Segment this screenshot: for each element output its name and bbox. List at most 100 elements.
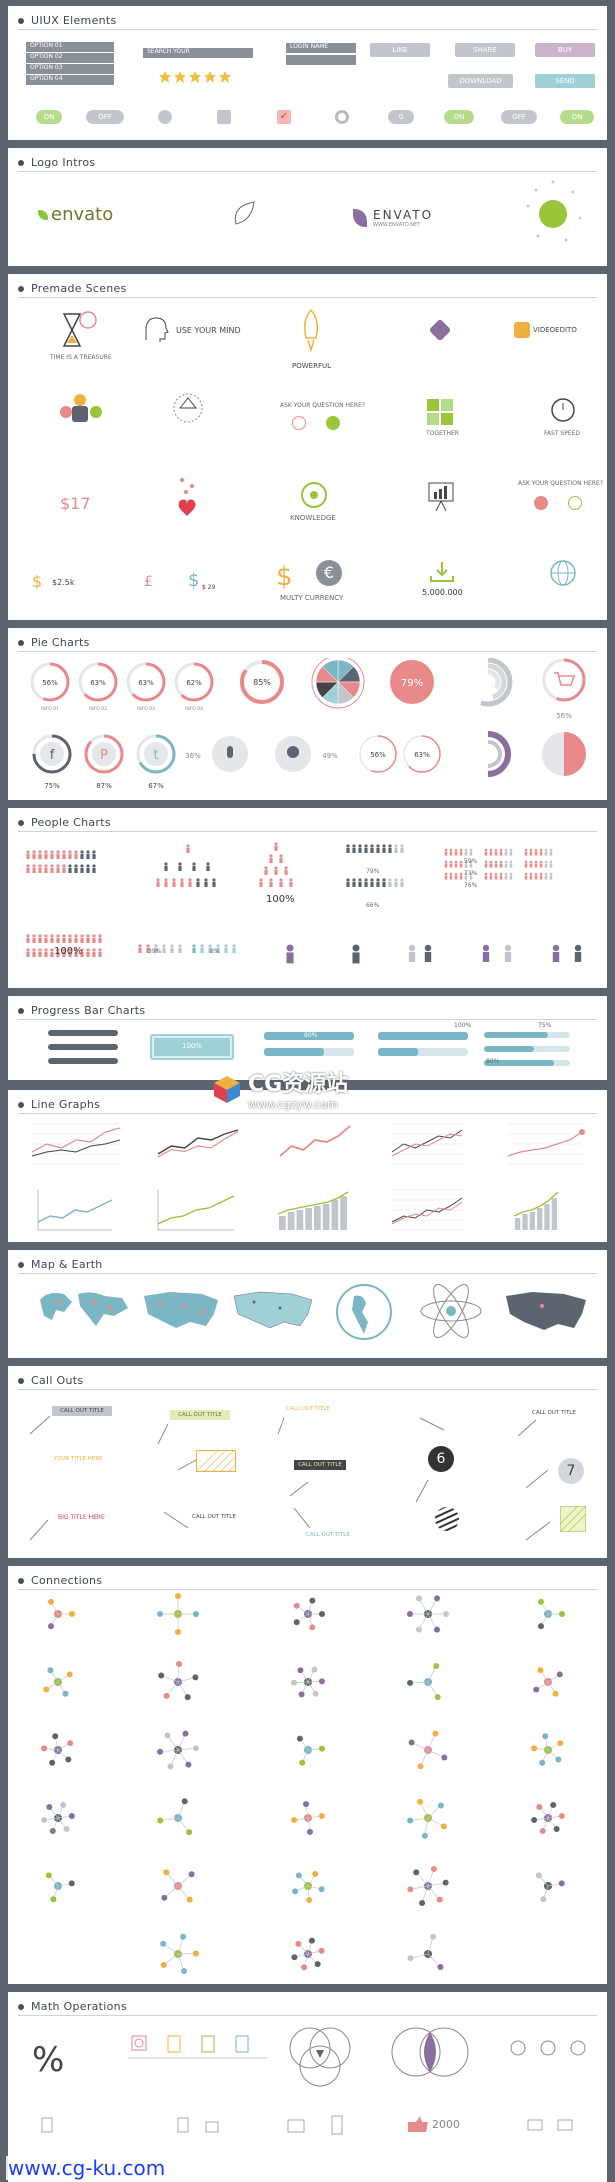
person-icon bbox=[68, 948, 72, 952]
share-button[interactable]: SHARE bbox=[455, 43, 515, 57]
progress-track bbox=[48, 1058, 118, 1064]
like-button[interactable]: LIKE bbox=[370, 43, 430, 57]
toggle-on[interactable]: ON bbox=[560, 110, 594, 124]
callouts-panel: Call Outs CALL OUT TITLE CALL OUT TITLE … bbox=[8, 1366, 607, 1558]
node bbox=[41, 1745, 48, 1752]
person-icon bbox=[56, 854, 60, 859]
no-icon[interactable] bbox=[534, 496, 548, 510]
person-icon bbox=[489, 863, 493, 868]
line-series bbox=[31, 1139, 121, 1157]
node-link bbox=[160, 1749, 179, 1753]
person-icon bbox=[444, 872, 448, 876]
person-icon bbox=[376, 844, 380, 848]
battery-chart: 100% bbox=[150, 1034, 234, 1060]
person-icon bbox=[162, 948, 166, 953]
person-icon bbox=[352, 848, 356, 853]
person-icon bbox=[92, 952, 96, 957]
person-icon bbox=[26, 952, 30, 957]
hourglass-icon bbox=[62, 311, 97, 347]
person-icon bbox=[524, 860, 528, 864]
person-icon bbox=[32, 948, 36, 952]
social-ring bbox=[84, 734, 124, 774]
person-icon bbox=[44, 864, 48, 868]
pie-label: 85% bbox=[253, 678, 271, 687]
node bbox=[312, 1690, 319, 1697]
toggle-off[interactable]: OFF bbox=[86, 110, 124, 124]
person-icon bbox=[346, 848, 350, 853]
node bbox=[192, 1674, 199, 1681]
toggle-on[interactable]: ON bbox=[444, 110, 474, 124]
person-icon bbox=[370, 878, 374, 882]
checkbox-checked-icon[interactable]: ✓ bbox=[277, 110, 291, 124]
node bbox=[421, 1832, 428, 1839]
checkbox[interactable] bbox=[217, 110, 231, 124]
striped-circle-icon bbox=[435, 1507, 459, 1531]
gear-badge-icon bbox=[430, 320, 450, 340]
section-header: Map & Earth bbox=[18, 1256, 597, 1274]
buy-button[interactable]: BUY bbox=[535, 43, 595, 57]
send-button[interactable]: SEND bbox=[535, 74, 595, 88]
person-icon bbox=[394, 878, 398, 882]
download-button[interactable]: DOWNLOAD bbox=[448, 74, 513, 88]
person-icon bbox=[509, 851, 513, 856]
stepper-toggle[interactable]: 0 bbox=[388, 110, 414, 124]
mind-caption: USE YOUR MIND bbox=[176, 326, 241, 335]
person-icon bbox=[208, 948, 212, 953]
person-icon bbox=[388, 848, 392, 853]
person-icon bbox=[192, 862, 196, 866]
person-icon bbox=[549, 875, 553, 880]
person-icon bbox=[26, 934, 30, 938]
mic-icon bbox=[227, 746, 233, 758]
person-icon bbox=[424, 944, 432, 952]
password-input[interactable] bbox=[286, 55, 356, 65]
person-icon bbox=[544, 860, 548, 864]
person-icon bbox=[92, 854, 96, 859]
person-icon bbox=[206, 866, 210, 871]
node bbox=[318, 1745, 325, 1752]
social-ring bbox=[32, 734, 72, 774]
toggle-off[interactable]: OFF bbox=[501, 110, 537, 124]
pie-ring-thin bbox=[359, 735, 397, 773]
option-item[interactable]: OPTION 02 bbox=[26, 53, 114, 63]
person-icon bbox=[188, 882, 192, 887]
toggle-on[interactable]: ON bbox=[36, 110, 62, 124]
node bbox=[555, 1756, 562, 1763]
radio-icon[interactable] bbox=[158, 110, 172, 124]
node bbox=[538, 1623, 544, 1630]
option-item[interactable]: OPTION 04 bbox=[26, 75, 114, 85]
person-icon bbox=[56, 868, 60, 873]
star-icon bbox=[174, 71, 186, 83]
yes-icon[interactable] bbox=[568, 496, 582, 510]
node bbox=[306, 1828, 313, 1835]
person-icon bbox=[98, 948, 102, 952]
no-icon[interactable] bbox=[292, 416, 306, 430]
particle-logo-icon bbox=[526, 180, 582, 242]
node bbox=[552, 1690, 559, 1697]
node-link bbox=[420, 1749, 429, 1767]
usa-map-icon bbox=[144, 1292, 218, 1328]
person-icon bbox=[178, 948, 182, 953]
person-icon bbox=[274, 870, 278, 875]
person-icon bbox=[274, 846, 278, 851]
person-icon bbox=[186, 844, 190, 848]
person-icon bbox=[32, 864, 36, 868]
node bbox=[68, 1880, 75, 1887]
radio-selected-icon[interactable] bbox=[335, 110, 349, 124]
node bbox=[188, 1871, 195, 1878]
node bbox=[41, 1816, 48, 1823]
option-item[interactable]: OPTION 01 bbox=[26, 42, 114, 52]
search-input[interactable]: SEARCH YOUR bbox=[143, 48, 253, 58]
head-brain-icon bbox=[145, 317, 169, 342]
progress-bar bbox=[484, 1060, 570, 1066]
yes-icon[interactable] bbox=[326, 416, 340, 430]
bar bbox=[296, 1210, 304, 1230]
login-input[interactable]: LOGIN NAME bbox=[286, 43, 356, 53]
node bbox=[433, 1663, 440, 1670]
person-icon bbox=[192, 866, 196, 871]
node bbox=[319, 1611, 325, 1617]
option-item[interactable]: OPTION 03 bbox=[26, 64, 114, 74]
person-icon bbox=[62, 952, 66, 957]
person-icon bbox=[484, 860, 488, 864]
person-icon bbox=[504, 944, 512, 952]
rating-stars[interactable] bbox=[158, 70, 234, 84]
